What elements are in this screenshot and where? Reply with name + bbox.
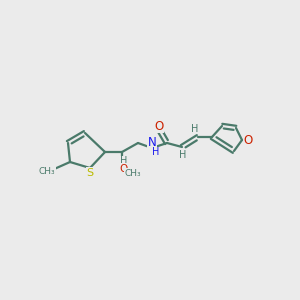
Text: CH₃: CH₃ [39, 167, 55, 176]
Text: H: H [191, 124, 199, 134]
Text: H: H [152, 147, 160, 157]
Text: O: O [154, 119, 164, 133]
Text: S: S [86, 168, 94, 178]
Text: H: H [179, 150, 187, 160]
Text: H: H [120, 156, 128, 166]
Text: N: N [148, 136, 156, 149]
Text: CH₃: CH₃ [125, 169, 141, 178]
Text: O: O [243, 134, 253, 146]
Text: O: O [119, 164, 127, 174]
